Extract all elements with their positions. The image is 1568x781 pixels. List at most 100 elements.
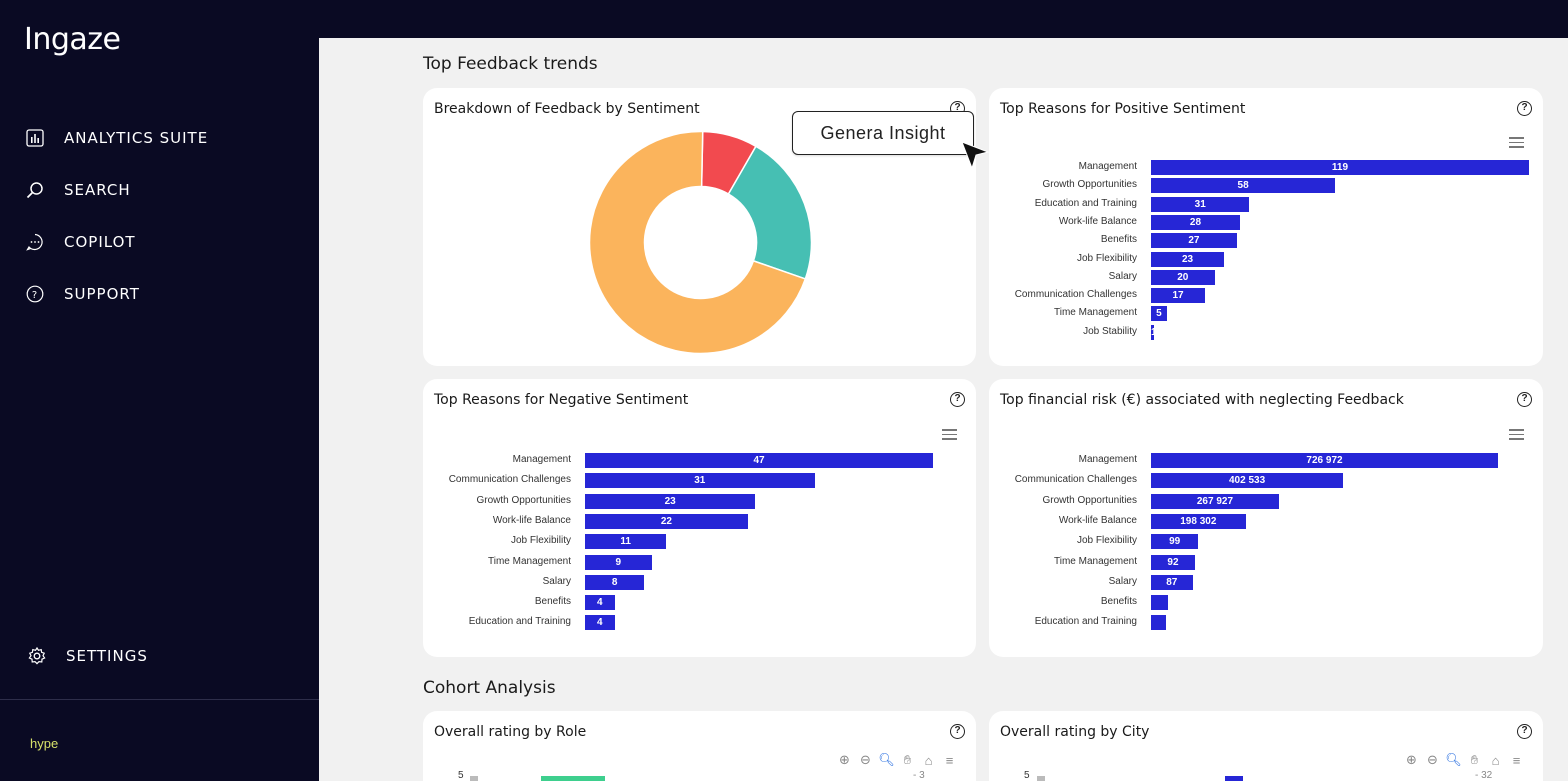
chart-bar[interactable]: 4	[585, 595, 615, 611]
app-logo[interactable]: Ingaze	[24, 22, 121, 57]
help-icon[interactable]: ?	[1517, 392, 1532, 407]
sentiment-donut-chart[interactable]	[588, 130, 813, 355]
chart-bar[interactable]	[1037, 776, 1045, 781]
bar-category-label: Work-life Balance	[1058, 215, 1137, 227]
bar-category-label: Education and Training	[1034, 616, 1137, 628]
chart-bar[interactable]	[470, 776, 478, 781]
chart-bar[interactable]: 402 533	[1151, 473, 1344, 489]
sidebar-divider	[0, 699, 319, 700]
bar-category-label: Benefits	[534, 596, 571, 608]
bar-category-label: Time Management	[488, 555, 571, 567]
section-title-cohort: Cohort Analysis	[423, 678, 556, 698]
sidebar-item-support[interactable]: ? SUPPORT	[26, 285, 140, 303]
chart-bar[interactable]: 9	[585, 554, 652, 570]
chart-bar[interactable]: 99	[1151, 534, 1199, 550]
zoom-out-icon[interactable]: ⊖	[860, 752, 871, 767]
help-icon[interactable]: ?	[1517, 724, 1532, 739]
pan-icon[interactable]: ✋︎	[1470, 752, 1479, 767]
bar-category-label: Communication Challenges	[1014, 289, 1137, 301]
chart-bar[interactable]: 1	[1151, 324, 1157, 340]
help-icon[interactable]: ?	[950, 724, 965, 739]
help-icon[interactable]: ?	[1517, 101, 1532, 116]
zoom-out-icon[interactable]: ⊖	[1427, 752, 1438, 767]
sidebar-item-copilot[interactable]: COPILOT	[26, 233, 136, 251]
search-icon	[26, 181, 44, 199]
chart-bar[interactable]: 267 927	[1151, 493, 1279, 509]
section-title-feedback: Top Feedback trends	[423, 54, 598, 74]
bar-category-label: Time Management	[1054, 307, 1137, 319]
card-title: Overall rating by City	[1000, 724, 1150, 740]
bar-category-label: Job Flexibility	[1076, 252, 1137, 264]
card-title: Top financial risk (€) associated with n…	[1000, 392, 1404, 408]
genera-insight-button[interactable]: Genera Insight	[792, 111, 974, 155]
card-title: Breakdown of Feedback by Sentiment	[434, 101, 700, 117]
menu-icon[interactable]: ≡	[945, 752, 954, 768]
bar-category-label: Growth Opportunities	[1042, 494, 1138, 506]
home-icon[interactable]: ⌂	[924, 752, 933, 768]
bar-category-label: Job Flexibility	[1076, 535, 1137, 547]
donut-slice[interactable]	[727, 145, 813, 280]
chart-bar[interactable]: 28	[1151, 214, 1240, 230]
chart-bar[interactable]	[1151, 615, 1167, 631]
chart-bar[interactable]: 5	[1151, 306, 1167, 322]
top-bar	[319, 0, 1568, 38]
y-axis-tick: 5	[1024, 770, 1030, 781]
chart-toolbar: ⊕ ⊖ 🔍︎ ✋︎ ⌂ ≡	[836, 752, 958, 768]
bar-category-label: Work-life Balance	[492, 514, 571, 526]
sidebar-item-search[interactable]: SEARCH	[26, 181, 131, 199]
sidebar-item-label: ANALYTICS SUITE	[64, 129, 209, 147]
chart-bar[interactable]: 23	[1151, 251, 1225, 267]
sidebar-item-label: SETTINGS	[66, 647, 148, 665]
bar-category-label: Communication Challenges	[1014, 474, 1137, 486]
chart-bar[interactable]	[541, 776, 605, 781]
sidebar-item-settings[interactable]: SETTINGS	[28, 647, 148, 665]
chart-bar[interactable]: 23	[585, 493, 756, 509]
y-axis-tick: 5	[458, 770, 464, 781]
zoom-select-icon[interactable]: 🔍︎	[1445, 752, 1462, 767]
zoom-in-icon[interactable]: ⊕	[1406, 752, 1417, 767]
chart-bar[interactable]: 92	[1151, 554, 1195, 570]
chart-bar[interactable]: 4	[585, 615, 615, 631]
chart-bar[interactable]: 27	[1151, 233, 1237, 249]
gear-icon	[28, 647, 46, 665]
chart-bar[interactable]: 87	[1151, 574, 1193, 590]
chart-menu-icon[interactable]	[942, 429, 957, 440]
chart-bar[interactable]: 31	[585, 473, 815, 489]
bar-category-label: Growth Opportunities	[1042, 179, 1138, 191]
chart-bar[interactable]: 31	[1151, 196, 1250, 212]
chart-value-label: - 3	[913, 770, 925, 781]
card-title: Top Reasons for Negative Sentiment	[434, 392, 689, 408]
chart-bar[interactable]	[1225, 776, 1243, 781]
chart-bar[interactable]: 11	[585, 534, 667, 550]
sidebar-item-analytics-suite[interactable]: ANALYTICS SUITE	[26, 129, 208, 147]
pan-icon[interactable]: ✋︎	[903, 752, 912, 767]
bar-category-label: Benefits	[1100, 596, 1137, 608]
bar-category-label: Management	[1078, 161, 1137, 172]
bar-category-label: Salary	[542, 575, 571, 587]
sidebar-item-label: SEARCH	[64, 181, 131, 199]
card-sentiment: Breakdown of Feedback by Sentiment ?	[423, 88, 976, 366]
chart-bar[interactable]: 58	[1151, 178, 1336, 194]
zoom-select-icon[interactable]: 🔍︎	[878, 752, 895, 767]
chart-bar[interactable]: 47	[585, 453, 933, 468]
card-title: Overall rating by Role	[434, 724, 587, 740]
card-rating-by-city: Overall rating by City ? ⊕ ⊖ 🔍︎ ✋︎ ⌂ ≡ 5…	[989, 711, 1543, 781]
help-icon[interactable]: ?	[950, 392, 965, 407]
bar-category-label: Management	[512, 454, 571, 465]
chart-bar[interactable]: 119	[1151, 160, 1529, 175]
chart-bar[interactable]: 198 302	[1151, 513, 1246, 529]
home-icon[interactable]: ⌂	[1491, 752, 1500, 768]
chart-bar[interactable]: 17	[1151, 288, 1205, 304]
chart-bar[interactable]	[1151, 595, 1168, 611]
donut-slice[interactable]	[588, 130, 807, 355]
chart-bar[interactable]: 8	[585, 574, 645, 590]
menu-icon[interactable]: ≡	[1512, 752, 1521, 768]
chart-bar[interactable]: 726 972	[1151, 453, 1498, 468]
bar-category-label: Time Management	[1054, 555, 1137, 567]
zoom-in-icon[interactable]: ⊕	[839, 752, 850, 767]
chart-bar[interactable]: 22	[585, 513, 748, 529]
bar-category-label: Job Flexibility	[510, 535, 571, 547]
chart-bar[interactable]: 20	[1151, 269, 1215, 285]
chart-menu-icon[interactable]	[1509, 429, 1524, 440]
chart-menu-icon[interactable]	[1509, 137, 1524, 148]
